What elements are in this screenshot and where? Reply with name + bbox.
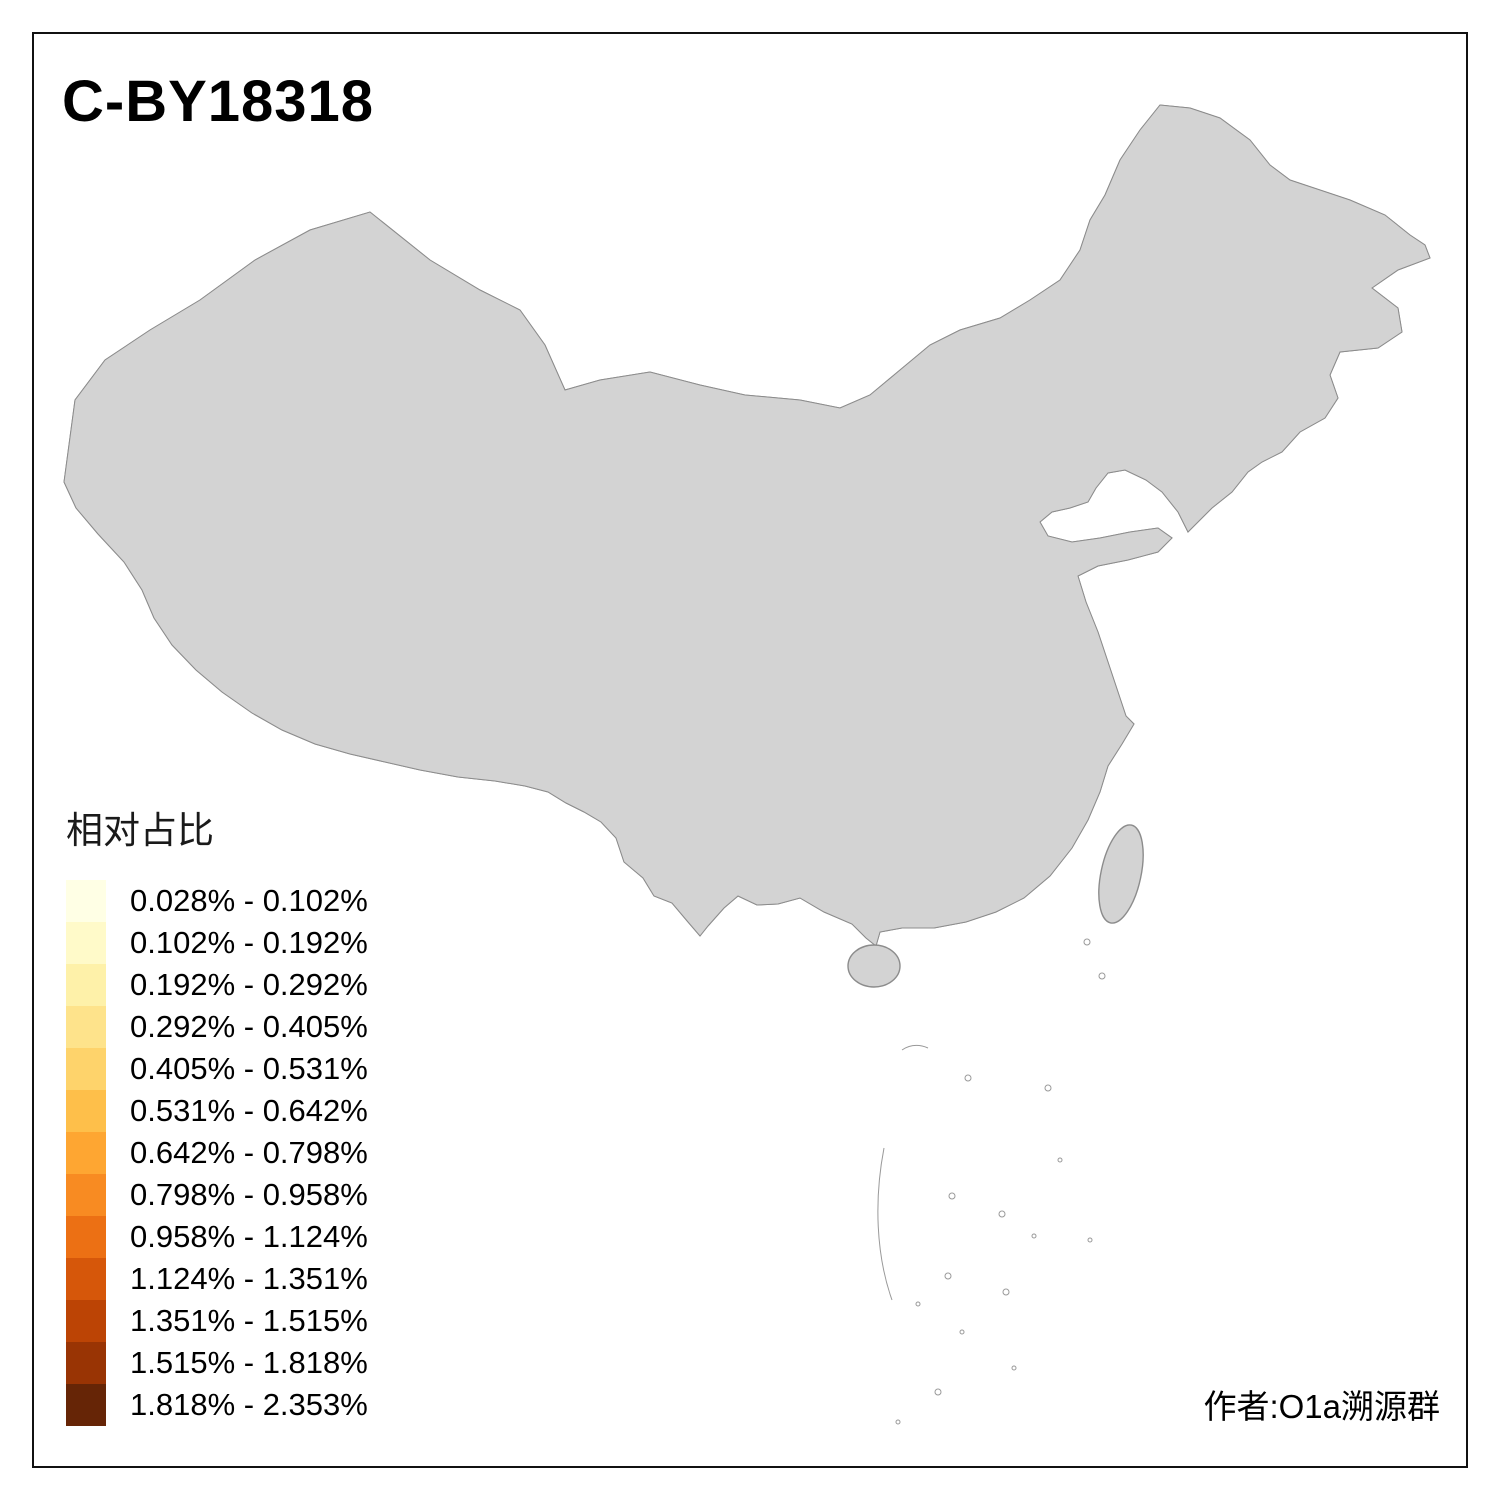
legend-label: 0.798% - 0.958% <box>130 1177 368 1212</box>
legend-row: 0.798% - 0.958% <box>66 1174 368 1216</box>
legend-label: 1.124% - 1.351% <box>130 1261 368 1296</box>
legend-label: 0.405% - 0.531% <box>130 1051 368 1086</box>
legend-swatch <box>66 1090 106 1132</box>
legend-label: 1.351% - 1.515% <box>130 1303 368 1338</box>
taiwan-island <box>1098 824 1144 924</box>
south-china-sea-islands <box>877 938 1106 1425</box>
legend-row: 0.531% - 0.642% <box>66 1090 368 1132</box>
hainan-island <box>847 944 901 988</box>
legend-swatch <box>66 1258 106 1300</box>
legend-label: 0.292% - 0.405% <box>130 1009 368 1044</box>
legend-swatch <box>66 964 106 1006</box>
legend-swatch <box>66 1174 106 1216</box>
legend-row: 0.028% - 0.102% <box>66 880 368 922</box>
legend-title: 相对占比 <box>66 810 214 851</box>
legend-row: 1.818% - 2.353% <box>66 1384 368 1426</box>
attribution-text: 作者:O1a溯源群 <box>1203 1388 1440 1425</box>
legend-label: 0.028% - 0.102% <box>130 883 368 918</box>
legend-row: 1.124% - 1.351% <box>66 1258 368 1300</box>
legend-row: 1.351% - 1.515% <box>66 1300 368 1342</box>
legend-label: 0.102% - 0.192% <box>130 925 368 960</box>
legend-label: 0.531% - 0.642% <box>130 1093 368 1128</box>
legend-row: 0.958% - 1.124% <box>66 1216 368 1258</box>
legend-label: 0.642% - 0.798% <box>130 1135 368 1170</box>
legend-row: 0.102% - 0.192% <box>66 922 368 964</box>
legend-label: 1.818% - 2.353% <box>130 1387 368 1422</box>
legend-label: 0.958% - 1.124% <box>130 1219 368 1254</box>
legend-swatch <box>66 1216 106 1258</box>
legend-swatch <box>66 1342 106 1384</box>
legend-row: 1.515% - 1.818% <box>66 1342 368 1384</box>
page-title: C-BY18318 <box>62 69 375 134</box>
legend-rows: 0.028% - 0.102% 0.102% - 0.192% 0.192% - 0… <box>66 880 368 1426</box>
legend-swatch <box>66 1048 106 1090</box>
legend-swatch <box>66 922 106 964</box>
legend-row: 0.192% - 0.292% <box>66 964 368 1006</box>
legend-label: 0.192% - 0.292% <box>130 967 368 1002</box>
legend-label: 1.515% - 1.818% <box>130 1345 368 1380</box>
legend-swatch <box>66 880 106 922</box>
legend-swatch <box>66 1006 106 1048</box>
legend-swatch <box>66 1132 106 1174</box>
legend-swatch <box>66 1384 106 1426</box>
legend-swatch <box>66 1300 106 1342</box>
legend-row: 0.405% - 0.531% <box>66 1048 368 1090</box>
legend-row: 0.292% - 0.405% <box>66 1006 368 1048</box>
legend-row: 0.642% - 0.798% <box>66 1132 368 1174</box>
legend: 相对占比 0.028% - 0.102% 0.102% - 0.192% 0.192… <box>66 800 368 1426</box>
